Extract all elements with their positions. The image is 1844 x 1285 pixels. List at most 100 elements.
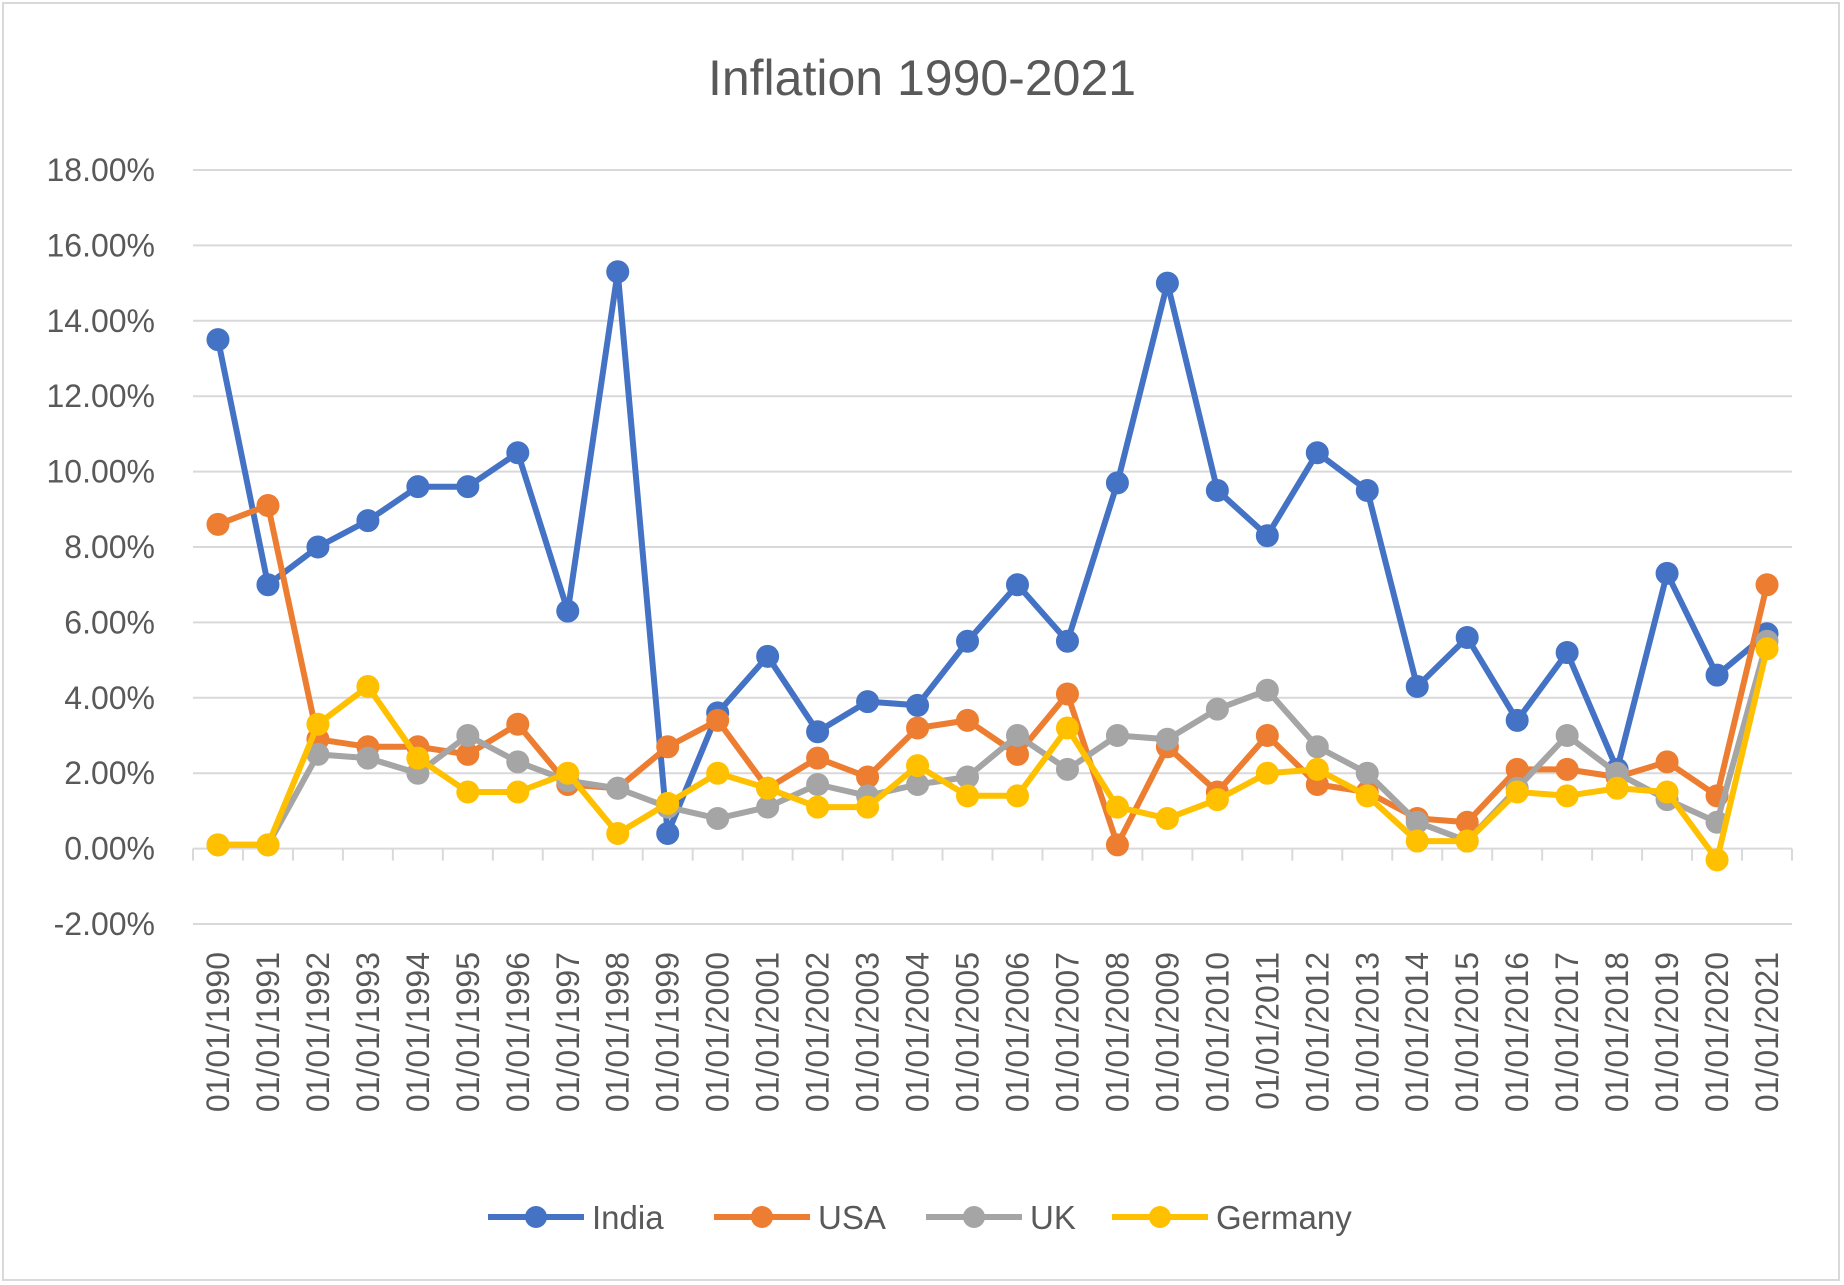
data-point — [1305, 441, 1329, 465]
y-tick-label: 10.00% — [46, 454, 155, 490]
data-point — [656, 791, 680, 815]
legend-swatch-marker — [525, 1206, 547, 1228]
x-tick-label: 01/01/2005 — [950, 952, 986, 1112]
data-point — [1655, 561, 1679, 585]
x-tick-label: 01/01/2013 — [1349, 952, 1385, 1112]
data-point — [506, 750, 530, 774]
data-point — [456, 475, 480, 499]
y-tick-label: 2.00% — [64, 755, 155, 791]
data-point — [1105, 724, 1129, 747]
x-tick-label: 01/01/1992 — [300, 952, 336, 1112]
y-axis-tick-labels: -2.00% 0.00% 2.00% 4.00% 6.00% 8.00% 10.00% 12.… — [46, 152, 155, 942]
x-tick-label: 01/01/2015 — [1449, 952, 1485, 1112]
data-point — [406, 475, 430, 499]
data-point — [606, 260, 630, 284]
data-point — [1205, 788, 1229, 812]
data-point — [206, 512, 230, 536]
x-tick-label: 01/01/1996 — [500, 952, 536, 1112]
data-point — [1455, 625, 1479, 649]
series-usa — [206, 494, 1779, 857]
x-tick-label: 01/01/1995 — [450, 952, 486, 1112]
data-point — [1705, 848, 1729, 872]
data-point — [206, 833, 230, 857]
legend-label: USA — [818, 1199, 886, 1236]
legend-item-uk: UK — [926, 1199, 1076, 1236]
x-tick-label: 01/01/1998 — [600, 952, 636, 1112]
data-point — [1155, 727, 1179, 751]
x-tick-label: 01/01/2006 — [999, 952, 1035, 1112]
data-point — [1055, 716, 1079, 740]
data-point — [856, 795, 880, 819]
data-point — [706, 708, 730, 732]
series-lines — [206, 260, 1779, 872]
data-point — [556, 599, 580, 623]
x-axis — [192, 847, 1793, 861]
data-point — [656, 822, 680, 846]
x-tick-label: 01/01/2017 — [1549, 952, 1585, 1112]
x-tick-label: 01/01/2008 — [1099, 952, 1135, 1112]
data-point — [206, 328, 230, 352]
data-point — [356, 746, 380, 770]
y-tick-label: 16.00% — [46, 227, 155, 263]
x-tick-label: 01/01/1990 — [200, 952, 236, 1112]
data-point — [256, 833, 280, 857]
data-point — [306, 712, 330, 736]
data-point — [1105, 471, 1129, 495]
data-point — [1405, 674, 1429, 698]
data-point — [306, 535, 330, 559]
legend: India USA UK Germany — [488, 1199, 1352, 1236]
x-tick-label: 01/01/2019 — [1649, 952, 1685, 1112]
data-point — [256, 573, 280, 597]
y-tick-label: 18.00% — [46, 152, 155, 188]
y-tick-label: 12.00% — [46, 378, 155, 414]
x-axis-tick-labels: 01/01/1990 01/01/1991 01/01/1992 01/01/1993… — [200, 952, 1785, 1112]
x-tick-label: 01/01/2021 — [1749, 952, 1785, 1112]
data-point — [756, 644, 780, 668]
y-tick-label: 8.00% — [64, 529, 155, 565]
data-point — [906, 693, 930, 717]
legend-swatch-marker — [963, 1206, 985, 1228]
series-germany — [206, 637, 1779, 872]
data-point — [1555, 784, 1579, 808]
data-point — [356, 674, 380, 698]
data-point — [1355, 478, 1379, 502]
data-point — [656, 735, 680, 759]
grid-lines — [193, 169, 1792, 925]
y-tick-label: 4.00% — [64, 680, 155, 716]
data-point — [1255, 524, 1279, 548]
data-point — [806, 746, 830, 770]
legend-swatch-marker — [751, 1206, 773, 1228]
data-point — [1655, 750, 1679, 774]
data-point — [1755, 637, 1779, 661]
x-tick-label: 01/01/2004 — [900, 952, 936, 1112]
data-point — [1755, 573, 1779, 597]
x-tick-label: 01/01/2007 — [1049, 952, 1085, 1112]
legend-label: UK — [1030, 1199, 1076, 1236]
x-tick-label: 01/01/1993 — [350, 952, 386, 1112]
data-point — [606, 776, 630, 800]
data-point — [1005, 784, 1029, 808]
data-point — [706, 806, 730, 830]
legend-swatch-marker — [1149, 1206, 1171, 1228]
data-point — [406, 746, 430, 770]
data-point — [1155, 271, 1179, 295]
x-tick-label: 01/01/2016 — [1499, 952, 1535, 1112]
x-tick-label: 01/01/2000 — [700, 952, 736, 1112]
data-point — [356, 509, 380, 533]
data-point — [1305, 757, 1329, 781]
x-tick-label: 01/01/2001 — [750, 952, 786, 1112]
x-tick-label: 01/01/1991 — [250, 952, 286, 1112]
data-point — [706, 761, 730, 785]
data-point — [1555, 641, 1579, 665]
data-point — [1205, 697, 1229, 721]
data-point — [956, 708, 980, 732]
data-point — [756, 776, 780, 800]
data-point — [1355, 784, 1379, 808]
data-point — [506, 780, 530, 804]
data-point — [1505, 780, 1529, 804]
data-point — [456, 780, 480, 804]
data-point — [906, 716, 930, 740]
x-tick-label: 01/01/2020 — [1699, 952, 1735, 1112]
legend-label: Germany — [1216, 1199, 1352, 1236]
